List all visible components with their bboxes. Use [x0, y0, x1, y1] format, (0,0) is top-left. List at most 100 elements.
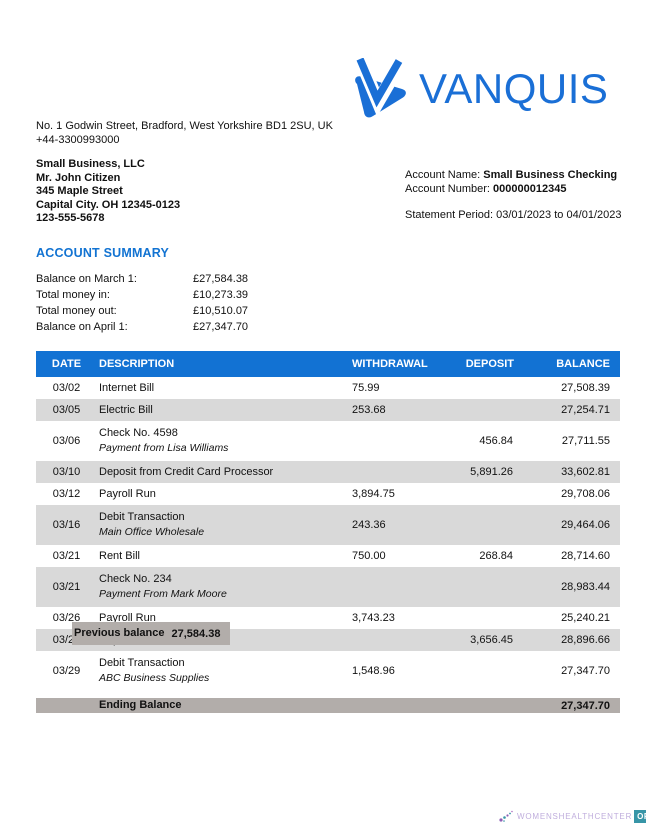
vanquis-logo: VANQUIS — [347, 58, 608, 120]
txn-description-main: Debit Transaction — [99, 657, 185, 669]
txn-date: 03/16 — [36, 505, 97, 545]
txn-description-main: Payroll Run — [99, 487, 156, 500]
summary-value: £10,273.39 — [193, 289, 249, 301]
txn-date: 03/21 — [36, 545, 97, 567]
txn-deposit — [440, 399, 516, 421]
bank-address-line: No. 1 Godwin Street, Bradford, West York… — [36, 120, 333, 132]
txn-date: 03/21 — [36, 567, 97, 607]
summary-value: £27,584.38 — [193, 273, 249, 285]
txn-deposit — [440, 651, 516, 691]
account-name-label: Account Name: — [405, 169, 484, 181]
summary-row: Total money out: £10,510.07 — [36, 303, 248, 319]
summary-label: Balance on March 1: — [36, 273, 137, 285]
txn-description: Ending Balance — [97, 691, 348, 713]
txn-deposit — [440, 505, 516, 545]
customer-street: 345 Maple Street — [36, 185, 123, 197]
table-row: 03/21 Rent Bill 750.00 268.84 28,714.60 — [36, 545, 620, 567]
txn-description: Debit Transaction Main Office Wholesale — [97, 505, 348, 545]
summary-value: £27,347.70 — [193, 321, 249, 333]
statement-period-value: 03/01/2023 to 04/01/2023 — [496, 209, 622, 221]
txn-description-main: Ending Balance — [99, 699, 182, 711]
account-number-line: Account Number: 000000012345 — [405, 182, 622, 196]
txn-withdrawal — [348, 461, 440, 483]
txn-withdrawal — [348, 567, 440, 607]
txn-deposit: 456.84 — [440, 421, 516, 461]
account-number-label: Account Number: — [405, 183, 494, 195]
txn-date: 03/05 — [36, 399, 97, 421]
customer-address-block: Small Business, LLC Mr. John Citizen 345… — [36, 158, 180, 226]
txn-balance: 33,602.81 — [516, 461, 620, 483]
txn-withdrawal — [348, 629, 440, 651]
txn-balance: 27,347.70 — [516, 651, 620, 691]
account-name-value: Small Business Checking — [483, 169, 618, 181]
txn-balance: 25,240.21 — [516, 607, 620, 629]
txn-balance: 27,347.70 — [516, 691, 620, 713]
vanquis-v-icon — [354, 58, 406, 118]
txn-withdrawal — [164, 622, 169, 645]
account-info-block: Account Name: Small Business Checking Ac… — [405, 168, 622, 222]
table-row: 03/06 Check No. 4598 Payment from Lisa W… — [36, 421, 620, 461]
txn-date: 03/12 — [36, 483, 97, 505]
txn-description-main: Payroll Run — [99, 611, 156, 624]
txn-withdrawal: 1,548.96 — [348, 651, 440, 691]
table-row: Previous balance 27,584.38 — [72, 622, 231, 645]
statement-period-line: Statement Period: 03/01/2023 to 04/01/20… — [405, 208, 622, 222]
summary-value: £10,510.07 — [193, 305, 249, 317]
txn-deposit — [440, 483, 516, 505]
account-summary-table: Balance on March 1: £27,584.38 Total mon… — [36, 271, 248, 335]
txn-description-main: Deposit from Credit Card Processor — [99, 465, 274, 478]
txn-deposit — [440, 377, 516, 399]
txn-balance: 29,708.06 — [516, 483, 620, 505]
header-deposit: DEPOSIT — [440, 351, 516, 377]
txn-withdrawal: 243.36 — [348, 505, 440, 545]
account-name-line: Account Name: Small Business Checking — [405, 168, 622, 182]
txn-description-note: Payment From Mark Moore — [99, 588, 227, 600]
sparkle-icon — [499, 810, 513, 822]
txn-withdrawal — [348, 421, 440, 461]
bank-phone: +44-3300993000 — [36, 134, 120, 146]
txn-deposit — [440, 607, 516, 629]
account-summary-title: ACCOUNT SUMMARY — [36, 246, 170, 260]
txn-description: Debit Transaction ABC Business Supplies — [97, 651, 348, 691]
txn-description-main: Internet Bill — [99, 381, 155, 394]
txn-withdrawal — [348, 691, 440, 713]
header-description: DESCRIPTION — [97, 351, 348, 377]
table-header-row: DATE DESCRIPTION WITHDRAWAL DEPOSIT BALA… — [36, 351, 620, 377]
brand-wordmark: VANQUIS — [419, 65, 609, 112]
table-row: 03/02 Internet Bill 75.99 27,508.39 — [36, 377, 620, 399]
header-withdrawal: WITHDRAWAL — [348, 351, 440, 377]
txn-description-main: Previous balance — [74, 627, 165, 639]
header-balance: BALANCE — [516, 351, 620, 377]
customer-phone: 123-555-5678 — [36, 212, 105, 224]
txn-description-note: ABC Business Supplies — [99, 672, 210, 684]
watermark-footer: WOMENSHEALTHCENTER ORG — [498, 807, 646, 825]
watermark-text: WOMENSHEALTHCENTER — [517, 811, 633, 821]
txn-balance: 27,254.71 — [516, 399, 620, 421]
txn-balance: 28,896.66 — [516, 629, 620, 651]
txn-description: Check No. 4598 Payment from Lisa William… — [97, 421, 348, 461]
customer-city: Capital City. OH 12345-0123 — [36, 198, 181, 211]
txn-description-main: Debit Transaction — [99, 511, 185, 523]
account-number-value: 000000012345 — [493, 183, 567, 195]
table-row: 03/12 Payroll Run 3,894.75 29,708.06 — [36, 483, 620, 505]
txn-description-main: Check No. 4598 — [99, 427, 178, 439]
txn-description: Electric Bill — [97, 399, 348, 421]
summary-label: Total money out: — [36, 305, 117, 317]
customer-company: Small Business, LLC — [36, 158, 145, 170]
table-row: 03/21 Check No. 234 Payment From Mark Mo… — [36, 567, 620, 607]
txn-description: Rent Bill — [97, 545, 348, 567]
transactions-body: Previous balance 27,584.38 03/02 Interne… — [36, 377, 620, 713]
transactions-table: DATE DESCRIPTION WITHDRAWAL DEPOSIT BALA… — [36, 351, 620, 713]
txn-deposit — [440, 567, 516, 607]
txn-date: 03/02 — [36, 377, 97, 399]
table-row: 03/05 Electric Bill 253.68 27,254.71 — [36, 399, 620, 421]
txn-description: Payroll Run — [97, 483, 348, 505]
header-date: DATE — [36, 351, 97, 377]
txn-deposit: 3,656.45 — [440, 629, 516, 651]
txn-deposit — [440, 691, 516, 713]
summary-row: Total money in: £10,273.39 — [36, 287, 248, 303]
txn-description: Deposit from Credit Card Processor — [97, 461, 348, 483]
watermark-badge: ORG — [634, 809, 646, 823]
txn-balance: 27,508.39 — [516, 377, 620, 399]
txn-date: 03/06 — [36, 421, 97, 461]
